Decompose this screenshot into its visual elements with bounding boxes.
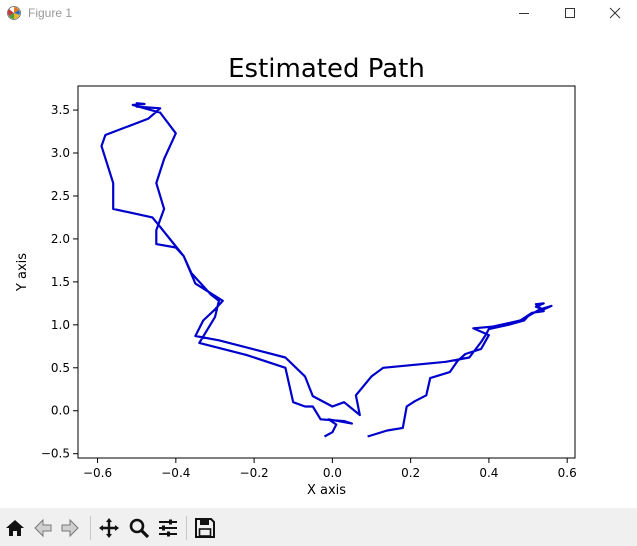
chart: Estimated Path −0.6 −0.4 −0.2 0.0 0.2 0.4 0.6 …	[15, 54, 577, 498]
plot-area-frame	[77, 85, 576, 459]
path-layer	[100, 102, 553, 438]
configure-subplots-icon	[159, 519, 177, 537]
y-tick-label: 1.0	[51, 318, 70, 332]
home-icon	[6, 520, 24, 536]
back-icon	[34, 518, 52, 538]
navigation-toolbar	[0, 508, 637, 546]
toolbar-separator	[90, 516, 91, 540]
minimize-button[interactable]	[501, 0, 547, 26]
y-tick-label: 0.5	[51, 361, 70, 375]
y-tick-label: 2.0	[51, 232, 70, 246]
toolbar-separator	[186, 516, 187, 540]
x-tick-label: 0.4	[479, 466, 498, 480]
y-tick-label: 3.5	[51, 103, 70, 117]
save-icon	[195, 518, 215, 538]
minimize-icon	[519, 13, 529, 14]
maximize-button[interactable]	[547, 0, 593, 26]
y-ticks: −0.5 0.0 0.5 1.0 1.5 2.0 2.5 3.0 3.5	[41, 103, 78, 461]
pan-icon	[99, 518, 119, 538]
save-button[interactable]	[193, 516, 217, 540]
forward-button[interactable]	[58, 516, 82, 540]
forward-icon	[61, 518, 79, 538]
window-titlebar: Figure 1	[0, 0, 637, 26]
y-tick-label: 0.0	[51, 404, 70, 418]
x-tick-label: 0.0	[323, 466, 342, 480]
home-button[interactable]	[3, 516, 27, 540]
back-button[interactable]	[31, 516, 55, 540]
zoom-button[interactable]	[127, 516, 151, 540]
close-button[interactable]	[592, 0, 637, 26]
y-tick-label: 1.5	[51, 275, 70, 289]
y-axis-label: Y axis	[15, 253, 30, 292]
configure-subplots-button[interactable]	[156, 516, 180, 540]
y-tick-label: 3.0	[51, 146, 70, 160]
close-icon	[609, 7, 621, 19]
x-tick-label: −0.4	[161, 466, 190, 480]
x-tick-label: 0.2	[401, 466, 420, 480]
x-tick-label: −0.2	[240, 466, 269, 480]
pan-button[interactable]	[97, 516, 121, 540]
chart-title: Estimated Path	[228, 54, 425, 84]
matplotlib-logo-icon	[7, 6, 21, 20]
window-title: Figure 1	[28, 6, 73, 20]
maximize-icon	[565, 8, 575, 18]
x-tick-label: 0.6	[558, 466, 577, 480]
zoom-icon	[129, 518, 150, 539]
x-tick-label: −0.6	[83, 466, 112, 480]
y-tick-label: 2.5	[51, 189, 70, 203]
figure-canvas[interactable]: Estimated Path −0.6 −0.4 −0.2 0.0 0.2 0.4 0.6 …	[0, 26, 637, 508]
x-axis-label: X axis	[307, 483, 346, 498]
y-tick-label: −0.5	[41, 447, 70, 461]
path-line	[100, 102, 553, 438]
x-ticks: −0.6 −0.4 −0.2 0.0 0.2 0.4 0.6	[83, 458, 577, 480]
